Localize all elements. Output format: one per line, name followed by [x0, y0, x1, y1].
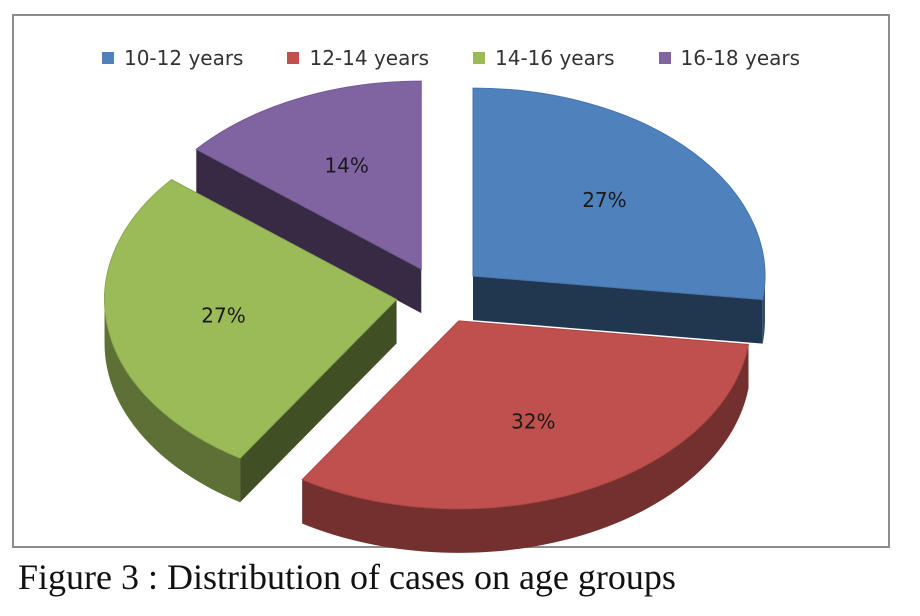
- legend-swatch-14-16: [473, 52, 485, 64]
- slice-outer-face-2-0: [104, 299, 241, 503]
- chart-legend: 10-12 years 12-14 years 14-16 years 16-1…: [14, 46, 888, 70]
- legend-swatch-16-18: [658, 52, 671, 64]
- figure-caption: Figure 3 : Distribution of cases on age …: [18, 557, 676, 597]
- legend-label-12-14: 12-14 years: [309, 46, 429, 70]
- pie-labels: 27% 32% 27% 14%: [201, 154, 626, 434]
- pie-tops: [104, 80, 766, 510]
- slice-16-18-years: [195, 80, 422, 270]
- slice-side-0: [473, 276, 766, 344]
- slice-label-1: 32%: [511, 409, 555, 433]
- legend-item-12-14: 12-14 years: [287, 46, 429, 70]
- slice-radial-face-3-0: [196, 149, 422, 314]
- slice-label-0: 27%: [582, 188, 626, 212]
- legend-item-16-18: 16-18 years: [658, 46, 801, 70]
- slice-14-16-years: [104, 179, 398, 459]
- slice-label-2: 27%: [201, 304, 245, 328]
- legend-swatch-10-12: [101, 52, 114, 64]
- legend-item-14-16: 14-16 years: [473, 46, 615, 70]
- legend-label-14-16: 14-16 years: [495, 46, 615, 70]
- slice-side-3: [196, 149, 422, 314]
- slice-12-14-years: [301, 320, 750, 510]
- legend-swatch-12-14: [287, 52, 300, 64]
- legend-label-16-18: 16-18 years: [680, 46, 801, 70]
- legend-label-10-12: 10-12 years: [123, 46, 244, 70]
- slice-outer-face-1-0: [302, 344, 749, 553]
- legend-item-10-12: 10-12 years: [101, 46, 244, 70]
- slice-label-3: 14%: [324, 154, 368, 178]
- slice-10-12-years: [472, 87, 766, 301]
- slice-radial-face-2-0: [240, 299, 397, 503]
- slice-radial-face-0-1: [473, 276, 763, 344]
- slice-outer-face-0-0: [762, 276, 766, 344]
